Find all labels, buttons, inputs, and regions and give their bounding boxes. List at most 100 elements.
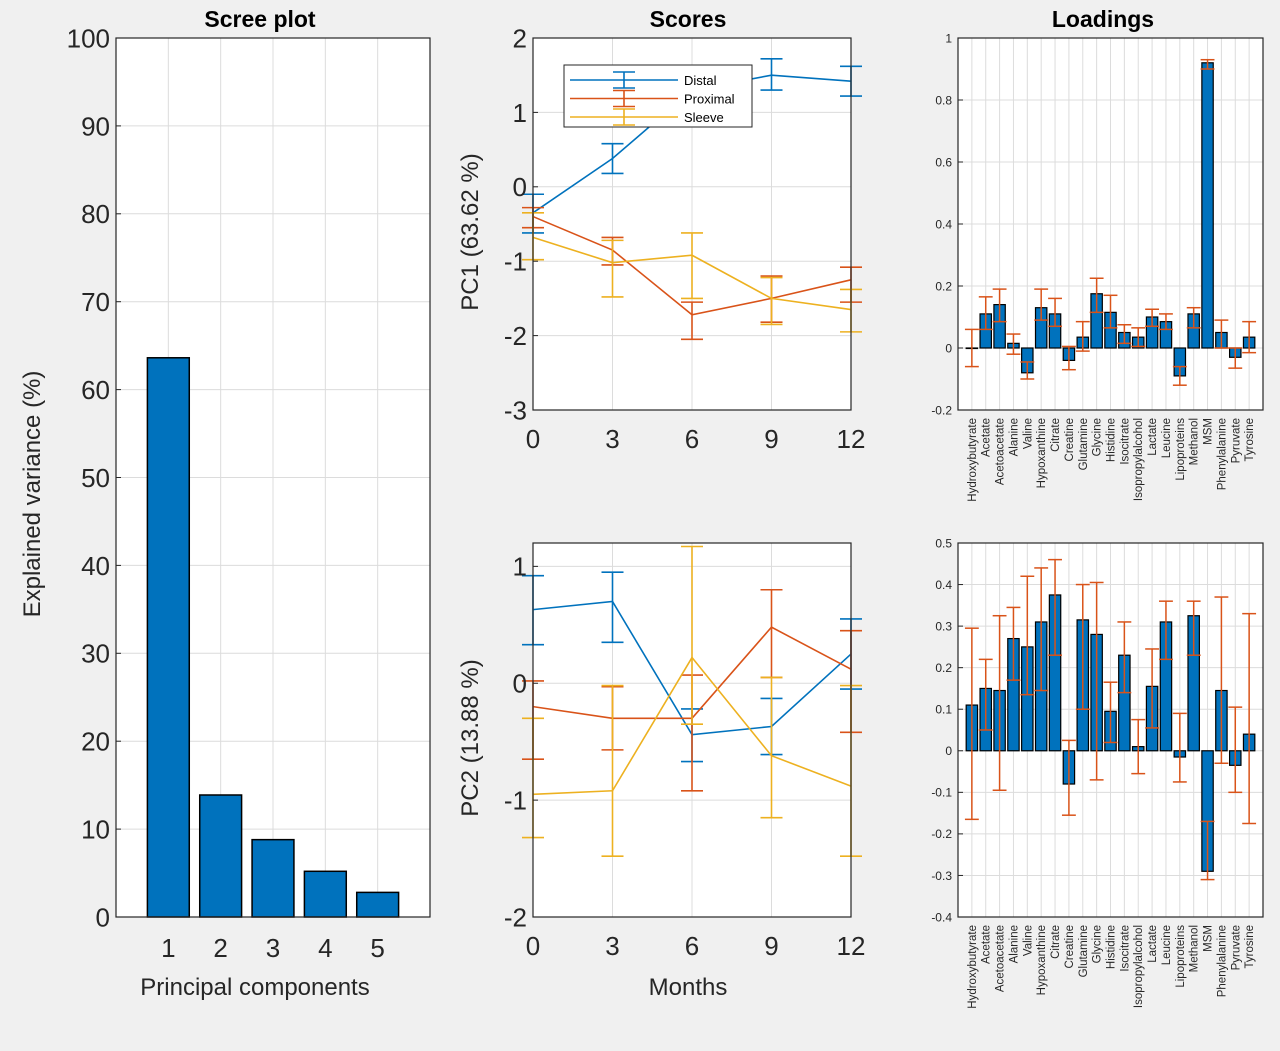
x-tick-label: 3 — [605, 931, 619, 961]
metabolite-tick-label: Lipoproteins — [1175, 418, 1187, 481]
scree-plot-title: Scree plot — [204, 6, 316, 32]
metabolite-tick-label: Acetate — [981, 925, 993, 964]
metabolite-tick-label: Isopropylalcohol — [1133, 418, 1145, 501]
scores-pc1-box — [532, 37, 852, 411]
loading-errorbar — [1103, 681, 1118, 744]
y-tick-label: -0.3 — [931, 869, 952, 883]
y-tick-label: 1 — [513, 98, 527, 128]
loading-errorbar — [964, 627, 979, 821]
scree-bar — [251, 838, 295, 918]
x-tick-label: 0 — [526, 424, 540, 454]
x-tick-label: 9 — [764, 931, 778, 961]
legend-items: Distal Proximal Sleeve — [570, 71, 735, 126]
loading-errorbar — [1159, 313, 1173, 331]
loading-errorbar — [1061, 739, 1076, 816]
sleeve-errorbar — [601, 239, 624, 298]
scores-pc2-box — [532, 542, 852, 918]
loadings-pc1-axes: -0.2 0 0.2 0.4 0.6 0.8 1 Hydroxybutyrate Acetate… — [931, 6, 1264, 502]
scree-plot-xlabel: Principal components — [140, 974, 369, 1001]
x-tick-label: 3 — [266, 933, 280, 963]
x-tick-label: 6 — [685, 931, 699, 961]
loading-errorbar — [1145, 648, 1160, 729]
scree-bar — [198, 794, 243, 918]
metabolite-tick-label: Leucine — [1161, 925, 1173, 965]
metabolite-tick-label: MSM — [1203, 925, 1215, 952]
sleeve-errorbar — [601, 684, 624, 858]
scree-bar — [303, 870, 348, 918]
scree-plot-axes: 0 10 20 30 40 50 60 70 80 90 100 1 2 3 4 5 Scree plot P… — [19, 6, 431, 1001]
loading-errorbar — [1214, 319, 1229, 349]
metabolite-tick-label: Citrate — [1050, 925, 1062, 959]
loadings-pc1-bars — [964, 58, 1257, 386]
scree-plot-ylabel: Explained variance (%) — [19, 371, 46, 618]
scree-bar — [355, 891, 400, 918]
metabolite-tick-label: Citrate — [1050, 418, 1062, 452]
y-tick-label: 70 — [81, 287, 110, 317]
metabolite-tick-label: Pyruvate — [1230, 925, 1242, 970]
metabolite-tick-label: Alanine — [1008, 418, 1020, 456]
loadings-title: Loadings — [1052, 6, 1154, 32]
loading-errorbar — [1117, 324, 1132, 345]
metabolite-tick-label: Hydroxybutyrate — [967, 925, 979, 1009]
y-tick-label: -0.2 — [931, 403, 952, 417]
y-tick-label: 80 — [81, 199, 110, 229]
metabolite-tick-label: Tyrosine — [1244, 925, 1256, 968]
metabolite-tick-label: Histidine — [1106, 418, 1118, 462]
metabolite-tick-label: Leucine — [1161, 418, 1173, 458]
x-tick-label: 1 — [161, 933, 175, 963]
legend-item-sleeve: Sleeve — [570, 108, 724, 126]
y-tick-label: 0 — [96, 902, 110, 932]
scores-legend: Distal Proximal Sleeve — [563, 64, 753, 128]
y-tick-label: 0.3 — [935, 619, 952, 633]
x-tick-label: 6 — [685, 424, 699, 454]
scores-pc2-ylabel: PC2 (13.88 %) — [457, 659, 484, 816]
loadings-pc2-bars — [964, 558, 1257, 881]
loadings-pc1-ticks: -0.2 0 0.2 0.4 0.6 0.8 1 Hydroxybutyrate Acetate… — [931, 31, 1256, 501]
metabolite-tick-label: Methanol — [1189, 418, 1201, 465]
loading-errorbar — [1242, 320, 1257, 354]
y-tick-label: -1 — [504, 785, 527, 815]
loading-errorbar — [1020, 361, 1035, 380]
loading-errorbar — [1006, 606, 1021, 681]
metabolite-tick-label: Lactate — [1147, 418, 1159, 456]
x-tick-label: 0 — [526, 931, 540, 961]
loading-errorbar — [1034, 288, 1049, 321]
loading-errorbar — [1048, 297, 1062, 328]
metabolite-tick-label: Lactate — [1147, 925, 1159, 963]
loading-bar — [1201, 62, 1214, 349]
scores-pc2-axes: -2 -1 0 1 0 3 6 9 12 Months PC2 (13.88 %) — [457, 542, 865, 1001]
y-tick-label: 0.8 — [935, 93, 952, 107]
y-tick-label: 10 — [81, 814, 110, 844]
metabolite-tick-label: Isopropylalcohol — [1133, 925, 1145, 1008]
loading-errorbar — [1200, 58, 1215, 70]
loading-errorbar — [1048, 558, 1062, 656]
y-tick-label: -0.4 — [931, 910, 952, 924]
metabolite-tick-label: Methanol — [1189, 925, 1201, 972]
scree-plot-bars — [146, 357, 400, 918]
loading-errorbar — [1228, 347, 1243, 369]
metabolite-tick-label: Acetoacetate — [995, 418, 1007, 485]
legend-item-distal: Distal — [570, 71, 717, 89]
loading-errorbar — [1075, 583, 1090, 710]
loadings-pc2-box — [957, 542, 1264, 918]
loading-errorbar — [1159, 600, 1173, 661]
y-tick-label: 0.5 — [935, 536, 952, 550]
loading-errorbar — [1172, 365, 1187, 386]
y-tick-label: -0.2 — [931, 827, 952, 841]
y-tick-label: 50 — [81, 463, 110, 493]
y-tick-label: -1 — [504, 247, 527, 277]
y-tick-label: 0 — [513, 172, 527, 202]
metabolite-tick-label: MSM — [1203, 418, 1215, 445]
y-tick-label: 0.4 — [935, 217, 952, 231]
metabolite-tick-label: Hydroxybutyrate — [967, 418, 979, 502]
loading-errorbar — [1214, 596, 1229, 764]
metabolite-tick-label: Creatine — [1064, 925, 1076, 968]
loading-errorbar — [1020, 575, 1035, 696]
y-tick-label: 0 — [513, 669, 527, 699]
y-tick-label: 0 — [945, 341, 952, 355]
loading-errorbar — [1034, 567, 1049, 692]
loading-errorbar — [1242, 612, 1257, 825]
metabolite-tick-label: Isocitrate — [1119, 418, 1131, 465]
